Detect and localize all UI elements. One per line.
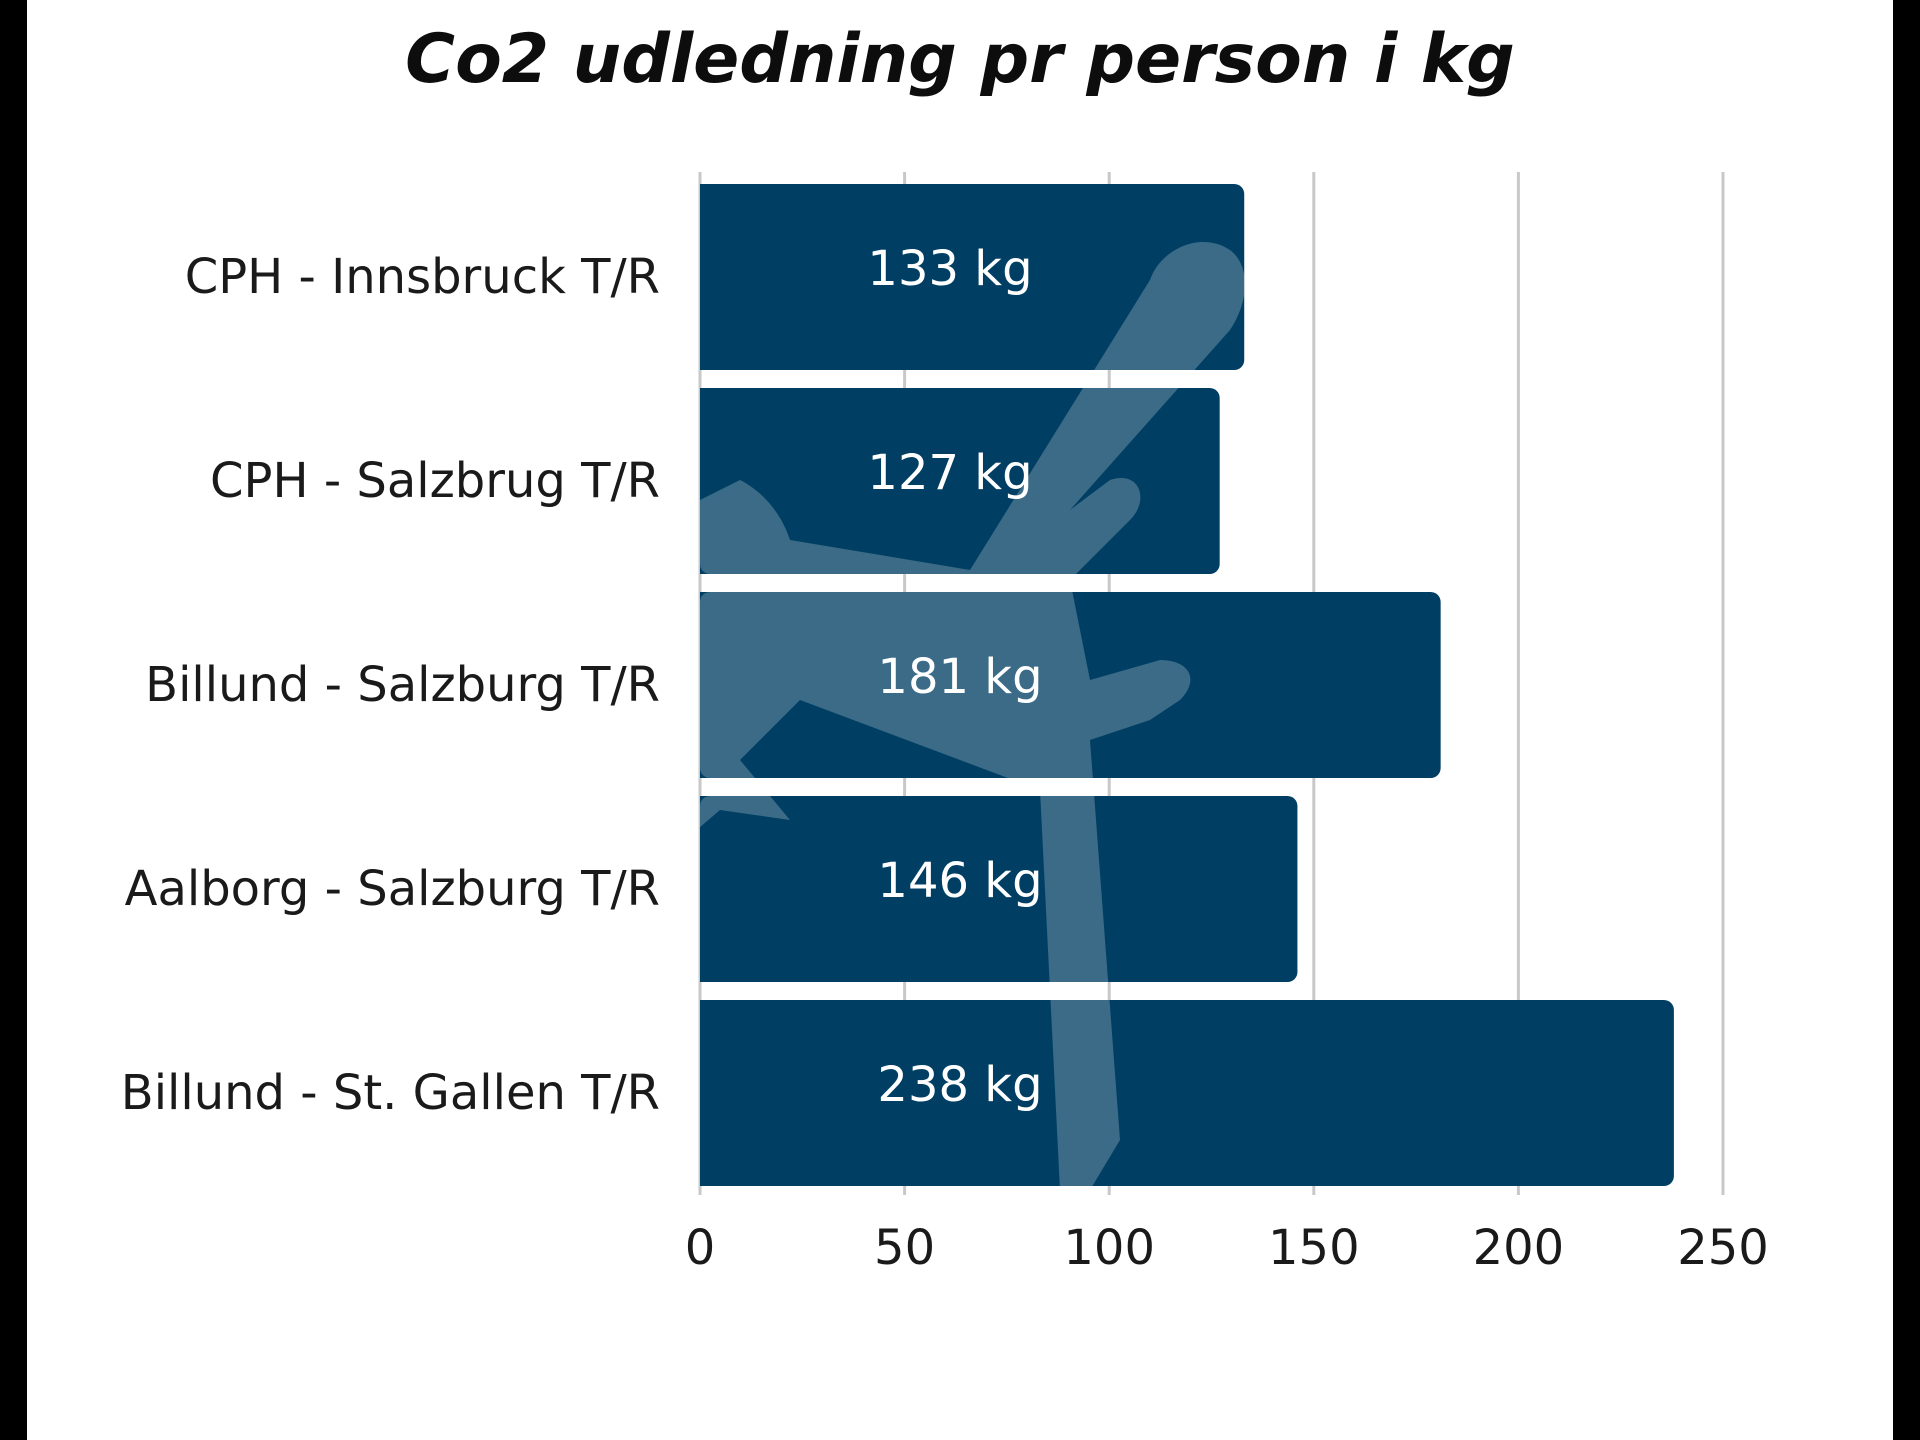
category-label-4: Aalborg - Salzburg T/R — [125, 861, 660, 917]
bar-1 — [700, 184, 1245, 370]
airplane-silhouette — [700, 241, 1245, 1186]
x-tick-label-250: 250 — [1677, 1220, 1769, 1276]
x-tick-label-200: 200 — [1473, 1220, 1565, 1276]
category-label-5: Billund - St. Gallen T/R — [121, 1065, 660, 1121]
x-axis-tick-labels: 0 50 100 150 200 250 — [685, 1220, 1769, 1276]
chart-title: Co2 udledning pr person i kg — [405, 20, 1515, 99]
category-label-1: CPH - Innsbruck T/R — [185, 249, 660, 305]
bar-4 — [700, 796, 1298, 982]
bar-5 — [700, 1000, 1674, 1186]
data-label-1: 133 kg — [867, 241, 1032, 297]
airplane-icon — [700, 241, 1245, 1186]
x-tick-label-50: 50 — [874, 1220, 935, 1276]
bar-2-base — [700, 388, 720, 574]
data-label-2: 127 kg — [867, 445, 1032, 501]
bar-2 — [700, 388, 1220, 574]
category-label-3: Billund - Salzburg T/R — [145, 657, 660, 713]
x-tick-label-150: 150 — [1268, 1220, 1360, 1276]
x-tick-label-0: 0 — [685, 1220, 716, 1276]
data-labels: 133 kg 127 kg 181 kg 146 kg 238 kg — [867, 241, 1042, 1113]
x-tick-label-100: 100 — [1063, 1220, 1155, 1276]
data-label-4: 146 kg — [877, 853, 1042, 909]
category-label-2: CPH - Salzbrug T/R — [210, 453, 660, 509]
bar-1-base — [700, 184, 720, 370]
data-label-5: 238 kg — [877, 1057, 1042, 1113]
category-labels: CPH - Innsbruck T/R CPH - Salzbrug T/R Bil… — [121, 249, 660, 1121]
bar-5-base — [700, 1000, 720, 1186]
data-label-3: 181 kg — [877, 649, 1042, 705]
bar-4-base — [700, 796, 720, 982]
bars — [700, 184, 1674, 1186]
bar-3 — [700, 592, 1441, 778]
bar-3-base — [700, 592, 720, 778]
